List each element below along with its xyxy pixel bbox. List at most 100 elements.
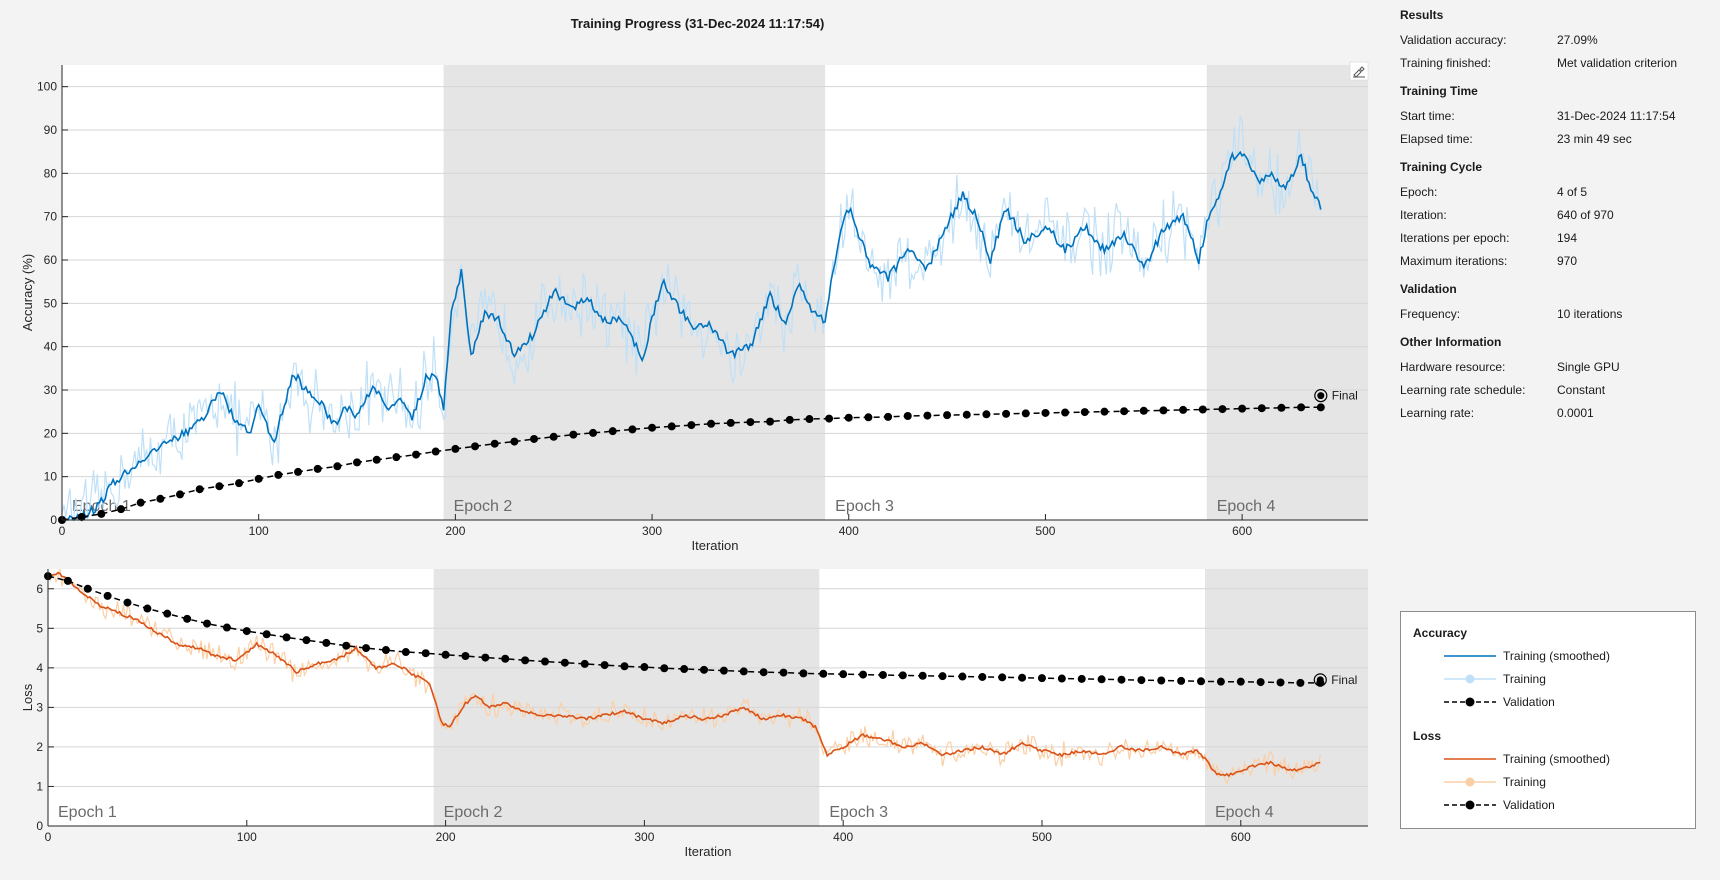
- validation-point: [608, 427, 617, 436]
- info-row: Maximum iterations: 970: [1400, 249, 1710, 272]
- training-cycle-section: Training Cycle Epoch: 4 of 5 Iteration: 64…: [1400, 160, 1710, 272]
- validation-point: [540, 657, 549, 666]
- validation-point: [322, 638, 331, 647]
- y-tick-label: 6: [36, 582, 43, 596]
- validation-point: [77, 512, 86, 521]
- validation-point: [302, 636, 311, 645]
- validation-point: [461, 651, 470, 660]
- validation-point: [903, 412, 912, 420]
- x-tick-label: 600: [1231, 830, 1251, 844]
- y-tick-label: 1: [36, 779, 43, 793]
- validation-point: [1236, 677, 1245, 686]
- info-label: Frequency:: [1400, 306, 1461, 321]
- legend-item: Training (smoothed): [1413, 644, 1610, 667]
- x-tick-label: 300: [634, 830, 654, 844]
- validation-point: [1117, 675, 1126, 684]
- validation-point: [353, 458, 362, 467]
- validation-point: [381, 646, 390, 655]
- x-tick-label: 400: [839, 524, 859, 538]
- training-raw-line: [61, 114, 1322, 521]
- validation-point: [687, 421, 696, 430]
- validation-point: [1057, 674, 1066, 683]
- validation-point: [123, 598, 132, 607]
- results-section: Results Validation accuracy: 27.09% Train…: [1400, 8, 1710, 74]
- validation-point: [203, 619, 212, 628]
- validation-point: [785, 415, 794, 424]
- x-axis-label: Iteration: [692, 538, 739, 553]
- info-value: 27.09%: [1557, 32, 1598, 47]
- validation-point: [441, 650, 450, 659]
- validation-point: [1037, 674, 1046, 683]
- validation-point: [471, 442, 480, 451]
- validation-point: [1097, 675, 1106, 684]
- legend-item: Training: [1413, 770, 1610, 793]
- validation-point: [412, 450, 421, 459]
- info-label: Hardware resource:: [1400, 359, 1506, 374]
- validation-point: [362, 644, 371, 653]
- validation-point: [1137, 676, 1146, 685]
- section-heading: Results: [1400, 8, 1444, 22]
- y-tick-label: 5: [36, 621, 43, 635]
- info-value: Single GPU: [1557, 359, 1620, 374]
- x-tick-label: 200: [445, 524, 465, 538]
- info-value: 640 of 970: [1557, 207, 1614, 222]
- validation-point: [620, 662, 629, 671]
- legend-item: Validation: [1413, 793, 1610, 816]
- info-value: 31-Dec-2024 11:17:54: [1557, 108, 1676, 123]
- validation-point: [938, 672, 947, 681]
- validation-point: [262, 630, 271, 639]
- validation-point: [163, 609, 172, 618]
- training-raw-line: [47, 568, 1321, 786]
- info-row: Learning rate: 0.0001: [1400, 401, 1710, 424]
- validation-point: [63, 576, 72, 585]
- y-tick-label: 70: [44, 210, 58, 224]
- epoch-shade: [433, 569, 820, 826]
- validation-point: [962, 410, 971, 419]
- epoch-shade: [1206, 65, 1368, 520]
- validation-point: [739, 667, 748, 676]
- epoch-label: Epoch 3: [835, 498, 894, 515]
- validation-point: [707, 419, 716, 428]
- y-tick-label: 0: [36, 819, 43, 833]
- info-label: Learning rate:: [1400, 405, 1475, 420]
- validation-point: [1139, 406, 1148, 415]
- validation-point: [864, 413, 873, 422]
- validation-point: [1077, 674, 1086, 683]
- validation-point: [176, 490, 185, 499]
- info-panel: Results Validation accuracy: 27.09% Train…: [1400, 8, 1710, 434]
- other-info-section: Other Information Hardware resource: Sing…: [1400, 335, 1710, 424]
- validation-point: [1316, 403, 1325, 412]
- export-icon[interactable]: [1349, 61, 1369, 81]
- validation-point: [982, 410, 991, 419]
- x-tick-label: 400: [833, 830, 853, 844]
- validation-point: [1256, 678, 1265, 687]
- validation-point: [342, 641, 351, 650]
- validation-line: [61, 406, 1321, 521]
- validation-point: [490, 439, 499, 448]
- y-tick-label: 0: [50, 513, 57, 527]
- validation-point: [1159, 406, 1168, 415]
- legend-item: Validation: [1413, 690, 1610, 713]
- info-label: Iterations per epoch:: [1400, 230, 1510, 245]
- validation-point: [1177, 676, 1186, 685]
- y-tick-label: 30: [44, 383, 58, 397]
- info-value: 194: [1557, 230, 1578, 245]
- epoch-label: Epoch 3: [829, 804, 888, 821]
- validation-point: [222, 623, 231, 632]
- info-value: 23 min 49 sec: [1557, 131, 1632, 146]
- x-tick-label: 500: [1035, 524, 1055, 538]
- final-marker-dot: [1317, 392, 1325, 400]
- section-heading: Other Information: [1400, 335, 1502, 349]
- validation-point: [1061, 408, 1070, 417]
- legend-loss-group: Loss Training (smoothed) Training Valida…: [1413, 729, 1610, 816]
- final-label: Final: [1332, 389, 1358, 403]
- info-value: 4 of 5: [1557, 184, 1588, 199]
- info-value: 970: [1557, 253, 1578, 268]
- section-heading: Validation: [1400, 282, 1457, 296]
- validation-point: [195, 485, 204, 494]
- legend: Accuracy Training (smoothed) Training Va…: [1400, 611, 1696, 829]
- validation-point: [805, 415, 814, 424]
- validation-point: [978, 672, 987, 681]
- dashed-marker-swatch-icon: [1444, 800, 1496, 809]
- validation-point: [313, 464, 322, 473]
